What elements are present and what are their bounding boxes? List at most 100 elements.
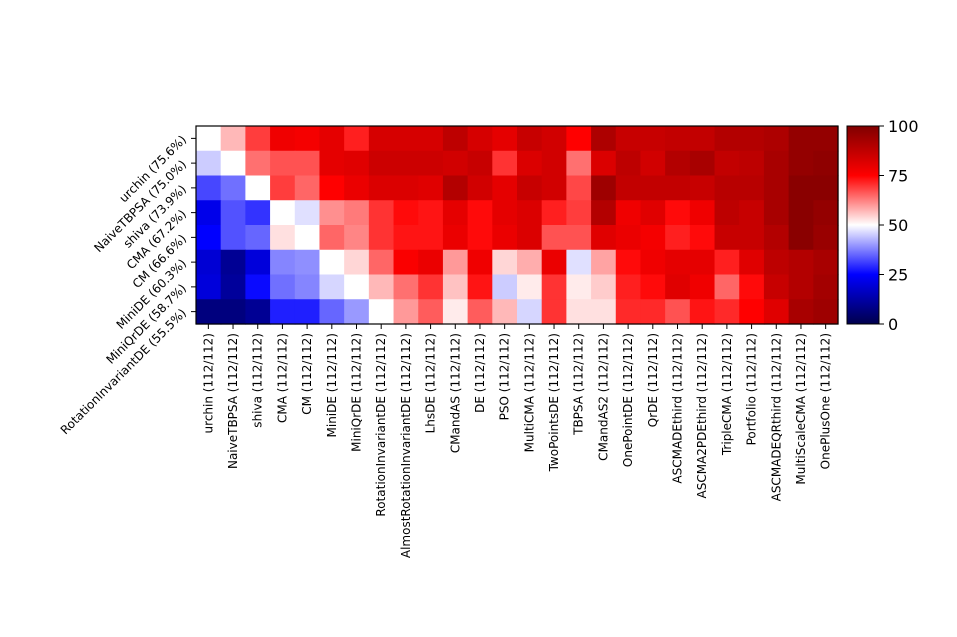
heatmap-cell [640,225,666,251]
heatmap-cell [788,225,814,251]
heatmap-cell [245,150,271,177]
column-tick-label: QrDE (112/112) [646,333,660,427]
heatmap-cell [566,299,592,325]
heatmap-cell [714,225,740,251]
heatmap-cell [393,249,419,276]
heatmap-cell [615,299,642,325]
column-tick-label: NaiveTBPSA (112/112) [226,333,240,469]
heatmap-cell [270,249,296,276]
heatmap-cell [517,126,543,152]
heatmap-cell [196,150,222,177]
heatmap-cell [368,150,395,177]
heatmap-cell [393,200,419,226]
heatmap-cell [245,200,271,226]
heatmap-cell [344,299,370,325]
heatmap-cell [813,200,839,226]
heatmap-cell [689,126,716,152]
column-tick-labels: urchin (112/112) NaiveTBPSA (112/112) shiv… [201,324,833,558]
heatmap-cell [270,299,296,325]
column-tick-label: MultiScaleCMA (112/112) [794,333,808,485]
heatmap-cell [739,299,765,325]
heatmap-cell [813,126,839,152]
heatmap-cell [245,299,271,325]
heatmap-cell [541,274,567,300]
heatmap-cell [467,225,493,251]
heatmap-cell [418,249,444,276]
heatmap-cell [270,175,296,201]
heatmap-cell [492,126,518,152]
heatmap-cell [220,249,246,276]
heatmap-cell [393,274,419,300]
heatmap-cell [368,126,395,152]
heatmap-cell [196,200,222,226]
heatmap-cell [294,126,321,152]
heatmap-cell [763,150,790,177]
heatmap-cell [591,225,617,251]
heatmap-cell [467,200,493,226]
heatmap-cell [418,175,444,201]
heatmap-cell [294,200,321,226]
column-tick-label: OnePlusOne (112/112) [819,333,833,469]
heatmap-cells [196,126,839,325]
heatmap-cell [196,126,222,152]
heatmap-cell [319,299,345,325]
heatmap-cell [517,225,543,251]
heatmap-cell [689,200,716,226]
column-tick-label: ASCMADEQRthird (112/112) [769,333,783,501]
heatmap-cell [566,225,592,251]
heatmap-cell [368,274,395,300]
heatmap-cell [442,274,469,300]
heatmap-cell [492,274,518,300]
column-tick-label: TripleCMA (112/112) [720,333,734,456]
heatmap-cell [319,274,345,300]
heatmap-cell [813,274,839,300]
heatmap-cell [541,249,567,276]
heatmap-cell [566,126,592,152]
heatmap-cell [739,200,765,226]
heatmap-cell [220,299,246,325]
heatmap-cell [393,150,419,177]
heatmap-cell [714,274,740,300]
heatmap-cell [467,150,493,177]
heatmap-cell [467,299,493,325]
heatmap-cell [319,249,345,276]
heatmap-cell [591,200,617,226]
heatmap-cell [739,274,765,300]
heatmap-cell [393,175,419,201]
heatmap-cell [541,299,567,325]
heatmap-cell [541,126,567,152]
heatmap-cell [517,299,543,325]
heatmap-cell [517,200,543,226]
heatmap-cell [689,150,716,177]
heatmap-cell [418,225,444,251]
column-tick-label: TwoPointsDE (112/112) [547,333,561,472]
heatmap-cell [442,126,469,152]
heatmap-cell [813,249,839,276]
heatmap-cell [294,299,321,325]
heatmap-cell [763,175,790,201]
heatmap-cell [319,175,345,201]
heatmap-cell [270,274,296,300]
heatmap-cell [813,225,839,251]
heatmap-cell [368,249,395,276]
heatmap-cell [442,150,469,177]
heatmap-cell [245,175,271,201]
column-tick-label: Portfolio (112/112) [745,333,759,445]
heatmap-cell [615,150,642,177]
heatmap-cell [294,175,321,201]
column-tick-label: DE (112/112) [473,333,487,413]
heatmap-cell [220,274,246,300]
heatmap-cell [245,126,271,152]
heatmap-cell [813,299,839,325]
heatmap-cell [344,150,370,177]
colorbar-ticks: 0 25 50 75 100 [879,117,919,334]
heatmap-cell [492,200,518,226]
heatmap-cell [689,225,716,251]
heatmap-cell [467,126,493,152]
heatmap-cell [344,175,370,201]
heatmap-cell [788,126,814,152]
heatmap-cell [492,299,518,325]
heatmap-cell [319,225,345,251]
heatmap-cell [615,225,642,251]
